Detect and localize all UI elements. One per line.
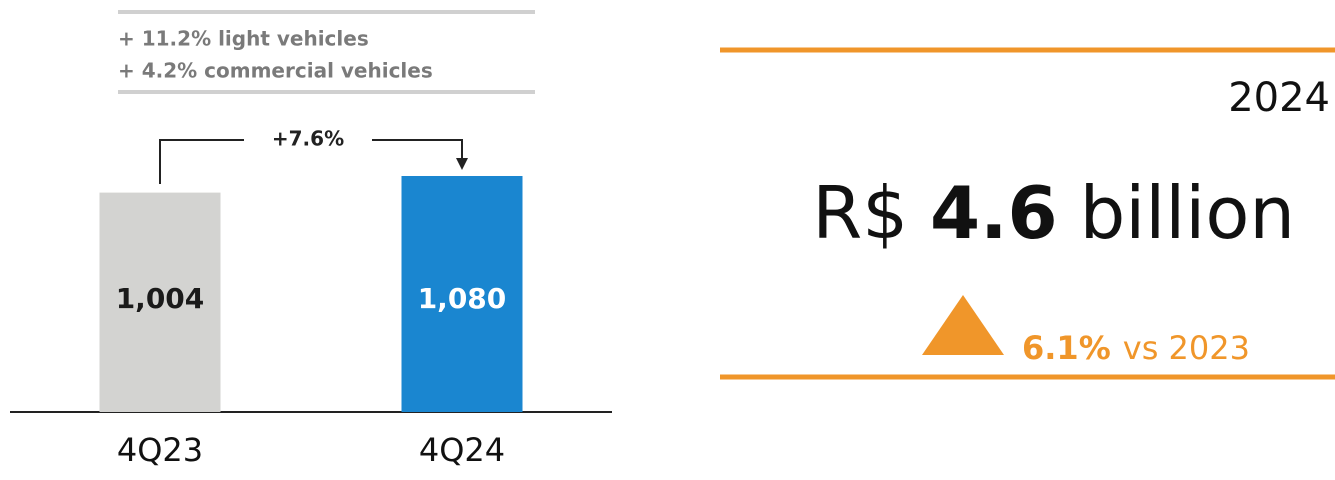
value-label: 1,004 <box>116 282 205 315</box>
growth-label: +7.6% <box>272 127 344 151</box>
kpi-amount: 4.6 <box>930 171 1058 255</box>
bar <box>99 192 221 412</box>
x-tick-label: 4Q23 <box>117 431 203 469</box>
note: + 11.2% light vehicles <box>118 27 369 51</box>
kpi-change-value: 6.1% <box>1022 329 1111 367</box>
kpi-unit: billion <box>1080 171 1295 255</box>
kpi-year: 2024 <box>1228 75 1330 121</box>
up-triangle <box>922 295 1004 355</box>
kpi-value: R$ 4.6 billion <box>812 171 1295 255</box>
x-tick-label: 4Q24 <box>419 431 505 469</box>
kpi-comparison: vs 2023 <box>1123 329 1250 367</box>
bar <box>401 176 523 412</box>
arrowhead <box>456 158 468 170</box>
note: + 4.2% commercial vehicles <box>118 59 433 83</box>
value-label: 1,080 <box>418 282 507 315</box>
bracket <box>159 139 244 184</box>
kpi-currency: R$ <box>812 171 908 255</box>
bracket <box>372 139 463 160</box>
kpi-change: 6.1% vs 2023 <box>1022 329 1250 367</box>
